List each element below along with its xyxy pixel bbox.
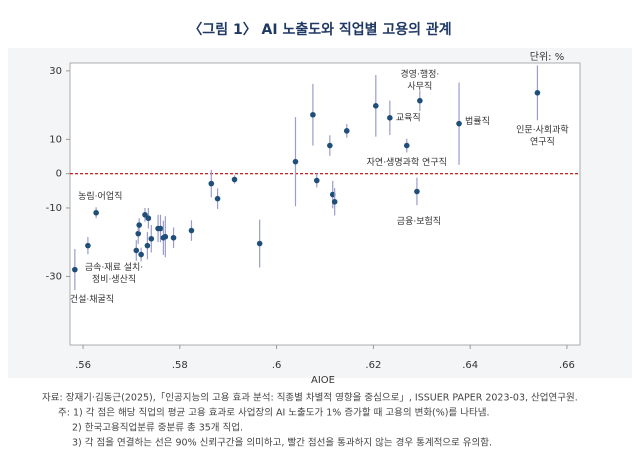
point-label: 자연·생명과학 연구직	[367, 157, 447, 168]
point-label: 건설·채굴직	[70, 294, 114, 305]
y-tick-label: 30	[49, 66, 62, 77]
point-label: 경영·행정·	[400, 68, 439, 80]
x-tick-label: .56	[75, 360, 91, 371]
point-label: 연구직	[530, 136, 555, 147]
point	[403, 142, 410, 149]
point-label: 법률직	[465, 116, 490, 127]
point	[214, 195, 221, 202]
point	[231, 176, 238, 183]
note: 자료: 장재기·김동근(2025),「인공지능의 고용 효과 분석: 직종별 차…	[42, 392, 578, 404]
point	[144, 242, 151, 249]
point	[162, 233, 169, 240]
x-axis-label: AIOE	[311, 375, 335, 386]
x-tick-label: .62	[365, 360, 381, 371]
point	[310, 111, 316, 118]
point	[136, 222, 142, 228]
point	[145, 215, 152, 222]
point	[417, 97, 423, 104]
point	[170, 234, 177, 241]
point-label: 농림·어업직	[78, 190, 122, 202]
chart-title: 〈그림 1〉 AI 노출도와 직업별 고용의 관계	[188, 21, 451, 38]
point	[148, 235, 155, 242]
point	[373, 103, 379, 109]
x-tick-label: .66	[559, 360, 575, 371]
note: 3) 각 점을 연결하는 선은 90% 신뢰구간을 의미하고, 빨간 점선을 통…	[72, 437, 492, 449]
x-tick-label: .64	[462, 360, 478, 371]
point	[313, 177, 320, 184]
point	[256, 240, 263, 247]
point	[343, 128, 350, 134]
point-label: 사무직	[407, 81, 432, 92]
point	[456, 120, 462, 127]
y-tick-label: 10	[49, 134, 62, 145]
point-label: 교육직	[396, 112, 421, 123]
x-tick-label: .58	[172, 360, 188, 371]
point	[414, 188, 420, 195]
plot-area	[69, 62, 581, 346]
point	[138, 251, 144, 258]
point	[72, 266, 78, 273]
point	[327, 142, 333, 149]
note: 주: 1) 각 점은 해당 직업의 평균 고용 효과로 사업장의 AI 노출도가…	[58, 407, 490, 419]
point	[135, 230, 142, 237]
point	[534, 90, 541, 96]
note: 2) 한국고용직업분류 중분류 총 35개 직업.	[72, 422, 243, 434]
y-tick-label: -10	[46, 203, 62, 214]
point	[292, 158, 299, 165]
point	[387, 115, 393, 121]
point-label: 정비·생산직	[92, 274, 136, 285]
point	[93, 209, 99, 216]
point-label: 금융·보험직	[397, 216, 441, 227]
point	[133, 247, 140, 254]
unit-note: 단위: %	[530, 50, 564, 63]
point-label: 금속·재료 설치·	[85, 261, 143, 273]
y-tick-label: -30	[46, 271, 62, 282]
x-tick-label: .6	[272, 360, 282, 371]
point	[142, 211, 148, 218]
point	[188, 227, 195, 234]
point	[208, 180, 215, 187]
y-tick-label: 0	[56, 169, 62, 180]
point	[157, 225, 164, 232]
point	[85, 242, 91, 249]
point	[331, 198, 338, 205]
point-label: 인문·사회과학	[516, 124, 569, 135]
